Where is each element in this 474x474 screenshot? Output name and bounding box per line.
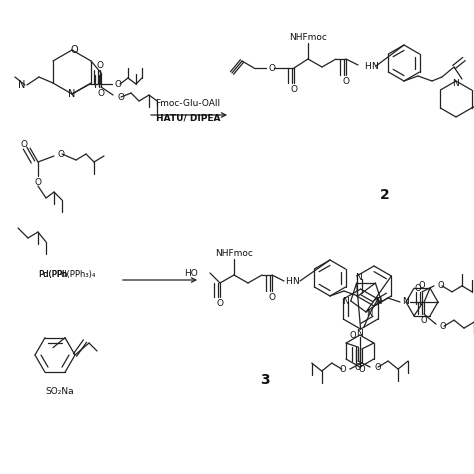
Text: O: O: [343, 76, 349, 85]
Text: N: N: [342, 297, 349, 306]
Text: O: O: [349, 330, 356, 339]
Text: N: N: [68, 89, 76, 99]
Text: O: O: [35, 177, 42, 186]
Text: N: N: [371, 62, 378, 71]
Text: O: O: [98, 89, 105, 98]
Text: Pd(PPh₃)₄: Pd(PPh₃)₄: [56, 271, 96, 280]
Text: NHFmoc: NHFmoc: [289, 33, 327, 42]
Text: H: H: [364, 62, 371, 71]
Text: O: O: [268, 292, 275, 301]
Text: 2: 2: [380, 188, 390, 202]
Text: HO: HO: [184, 268, 198, 277]
Text: O: O: [21, 139, 28, 148]
Text: 3: 3: [260, 373, 270, 387]
Text: NHFmoc: NHFmoc: [215, 248, 253, 257]
Text: O: O: [97, 61, 103, 70]
Text: N: N: [375, 298, 382, 307]
Text: O: O: [358, 365, 365, 374]
Text: SO₂Na: SO₂Na: [46, 386, 74, 395]
Text: N: N: [292, 276, 300, 285]
Text: O: O: [291, 84, 298, 93]
Text: O: O: [117, 92, 124, 101]
Text: O: O: [419, 282, 425, 291]
Text: O: O: [217, 299, 224, 308]
Text: Fmoc-Glu-OAll: Fmoc-Glu-OAll: [155, 99, 220, 108]
Text: N: N: [402, 298, 410, 307]
Text: O: O: [269, 64, 276, 73]
Text: O: O: [440, 322, 447, 331]
Text: O: O: [374, 363, 381, 372]
Text: N: N: [18, 80, 25, 90]
Text: N: N: [366, 309, 372, 318]
Text: Pd(PPh: Pd(PPh: [38, 271, 68, 280]
Text: N: N: [356, 273, 362, 283]
Text: O: O: [58, 149, 65, 158]
Text: O: O: [115, 80, 122, 89]
Text: O: O: [70, 45, 78, 55]
Text: O: O: [438, 282, 445, 291]
Text: Pd(PPh: Pd(PPh: [38, 271, 68, 280]
Text: O: O: [355, 363, 361, 372]
Text: O: O: [421, 316, 428, 325]
Text: N: N: [453, 79, 459, 88]
Text: O: O: [339, 365, 346, 374]
Text: N: N: [356, 328, 363, 337]
Text: O: O: [415, 283, 421, 292]
Text: HATU/ DIPEA: HATU/ DIPEA: [156, 113, 220, 122]
Text: H: H: [286, 276, 292, 285]
